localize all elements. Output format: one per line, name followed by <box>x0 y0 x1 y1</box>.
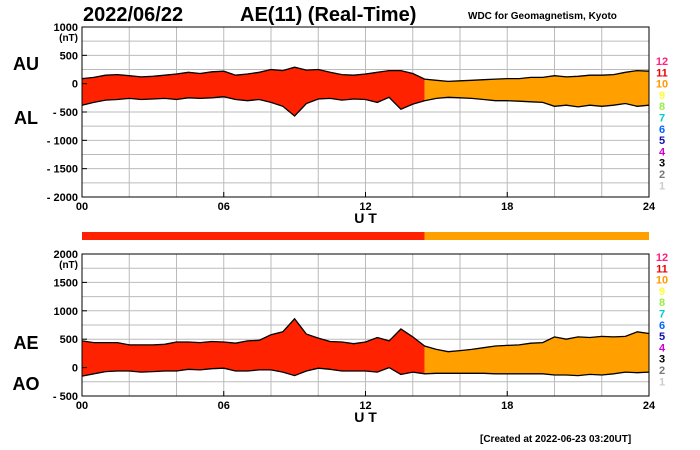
series-label-ae: AE <box>13 333 38 353</box>
chart-title: AE(11) (Real-Time) <box>240 4 417 26</box>
status-bar-final <box>82 232 425 240</box>
area-fill-final <box>82 67 425 116</box>
legend-count-label: 8 <box>659 297 665 309</box>
series-label-au: AU <box>13 54 39 74</box>
x-axis-label: U T <box>354 409 377 425</box>
x-tick-label: 12 <box>359 201 371 213</box>
x-tick-label: 24 <box>643 201 656 213</box>
x-axis-label: U T <box>354 210 377 226</box>
x-tick-label: 00 <box>76 201 88 213</box>
legend-count-label: 3 <box>659 158 665 170</box>
source-label: WDC for Geomagnetism, Kyoto <box>468 11 617 22</box>
series-label-al: AL <box>14 108 38 128</box>
legend-count-label: 1 <box>659 376 665 388</box>
x-tick-label: 18 <box>501 201 513 213</box>
y-tick-label: 0 <box>72 363 78 375</box>
created-timestamp: [Created at 2022-06-23 03:20UT] <box>480 434 632 445</box>
series-line-al <box>81 96 650 117</box>
x-tick-label: 06 <box>218 400 230 412</box>
y-tick-label: 1500 <box>54 277 78 289</box>
area-fill-realtime <box>424 331 649 376</box>
y-tick-label: 1000 <box>54 306 78 318</box>
legend-count-label: 4 <box>659 146 666 158</box>
legend-count-label: 1 <box>659 180 665 192</box>
y-tick-label: 500 <box>60 334 78 346</box>
y-tick-label: 2000 <box>54 249 78 261</box>
legend-count-label: 7 <box>659 113 665 125</box>
y-tick-label: - 1000 <box>47 135 78 147</box>
legend-count-label: 11 <box>656 67 668 79</box>
area-fill-final <box>82 318 425 377</box>
status-bar-realtime <box>424 232 649 240</box>
legend-count-label: 2 <box>659 365 665 377</box>
legend-count-label: 9 <box>659 90 665 102</box>
x-tick-label: 06 <box>218 201 230 213</box>
series-line-ao <box>81 366 650 377</box>
x-tick-label: 12 <box>359 400 371 412</box>
series-line-ae <box>81 317 650 353</box>
area-fill-realtime <box>424 70 649 107</box>
x-tick-label: 24 <box>643 400 656 412</box>
legend-count-label: 9 <box>659 286 665 298</box>
series-label-ao: AO <box>13 374 40 394</box>
y-tick-label: - 2000 <box>47 192 78 204</box>
y-unit-label: (nT) <box>59 260 78 271</box>
y-tick-label: 1000 <box>54 22 78 34</box>
legend-count-label: 10 <box>656 79 668 91</box>
y-tick-label: - 500 <box>53 391 78 403</box>
series-line-au <box>81 66 650 83</box>
au-al-panel: 1000 500 0 - 500 - 1000 - 1500 - 2000 (nT) 00 06 1… <box>13 22 668 226</box>
y-tick-label: 0 <box>72 79 78 91</box>
legend-count-label: 5 <box>659 135 665 147</box>
x-tick-label: 18 <box>501 400 513 412</box>
legend-count-label: 6 <box>659 320 665 332</box>
legend-count-label: 3 <box>659 354 665 366</box>
y-tick-label: - 1500 <box>47 164 78 176</box>
legend-count-label: 2 <box>659 169 665 181</box>
y-unit-label: (nT) <box>59 33 78 44</box>
x-tick-label: 00 <box>76 400 88 412</box>
y-tick-label: 500 <box>60 50 78 62</box>
legend-count-label: 12 <box>656 252 668 264</box>
date-title: 2022/06/22 <box>83 4 184 26</box>
legend-count-label: 8 <box>659 101 665 113</box>
legend-count-label: 10 <box>656 275 668 287</box>
legend-count-label: 6 <box>659 124 665 136</box>
legend-count-label: 5 <box>659 331 665 343</box>
legend-count-label: 11 <box>656 263 668 275</box>
legend-count-label: 12 <box>656 56 668 68</box>
y-tick-label: - 500 <box>53 107 78 119</box>
legend-count-label: 4 <box>659 342 666 354</box>
legend-count-label: 7 <box>659 309 665 321</box>
